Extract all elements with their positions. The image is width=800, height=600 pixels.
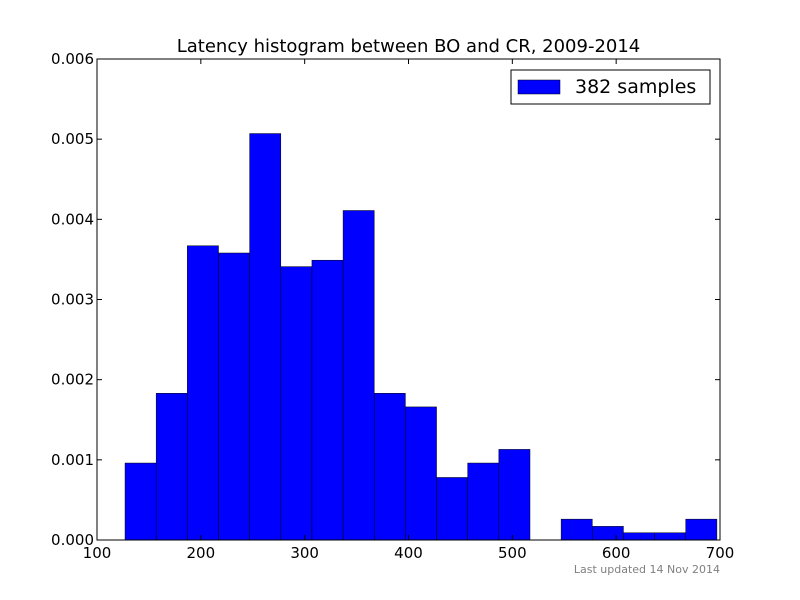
bars-group [124, 133, 718, 541]
histogram-bar [498, 449, 531, 541]
histogram-bar [155, 393, 188, 541]
histogram-bar [249, 133, 282, 541]
histogram-bar [311, 259, 344, 541]
x-tick-label: 700 [706, 544, 735, 562]
x-tick-label: 400 [394, 544, 423, 562]
legend-label: 382 samples [575, 76, 696, 98]
y-tick-label: 0.003 [51, 291, 94, 309]
histogram-bar [623, 532, 655, 541]
y-tick-label: 0.002 [51, 371, 94, 389]
histogram-bar [685, 518, 718, 541]
histogram-bar [342, 210, 375, 541]
histogram-bar [280, 266, 313, 541]
histogram-bar [405, 406, 437, 541]
histogram-bar [467, 462, 500, 541]
plot-frame [96, 58, 721, 541]
y-tick-label: 0.001 [51, 451, 94, 469]
histogram-bar [187, 245, 219, 541]
x-axis: 100 200 300 400 500 600 700 [83, 59, 735, 562]
histogram-bar [592, 526, 624, 541]
y-tick-label: 0.004 [51, 210, 94, 228]
x-tick-label: 300 [290, 544, 319, 562]
histogram-bar [373, 393, 406, 541]
last-updated-note: Last updated 14 Nov 2014 [573, 563, 720, 576]
histogram-bar [124, 462, 157, 541]
y-tick-label: 0.005 [51, 130, 94, 148]
x-tick-label: 500 [498, 544, 527, 562]
y-axis: 0.000 0.001 0.002 0.003 0.004 0.005 0.006 [51, 50, 720, 549]
legend: 382 samples [510, 69, 711, 105]
histogram-bar [560, 518, 593, 541]
x-tick-label: 200 [187, 544, 216, 562]
x-tick-label: 100 [83, 544, 112, 562]
y-tick-label: 0.000 [51, 531, 94, 549]
chart-title: Latency histogram between BO and CR, 200… [177, 36, 641, 57]
histogram-bar [654, 532, 686, 541]
y-tick-label: 0.006 [51, 50, 94, 68]
legend-swatch [517, 79, 561, 95]
histogram-bar [218, 252, 250, 541]
histogram-bar [436, 477, 468, 541]
x-tick-label: 600 [602, 544, 631, 562]
